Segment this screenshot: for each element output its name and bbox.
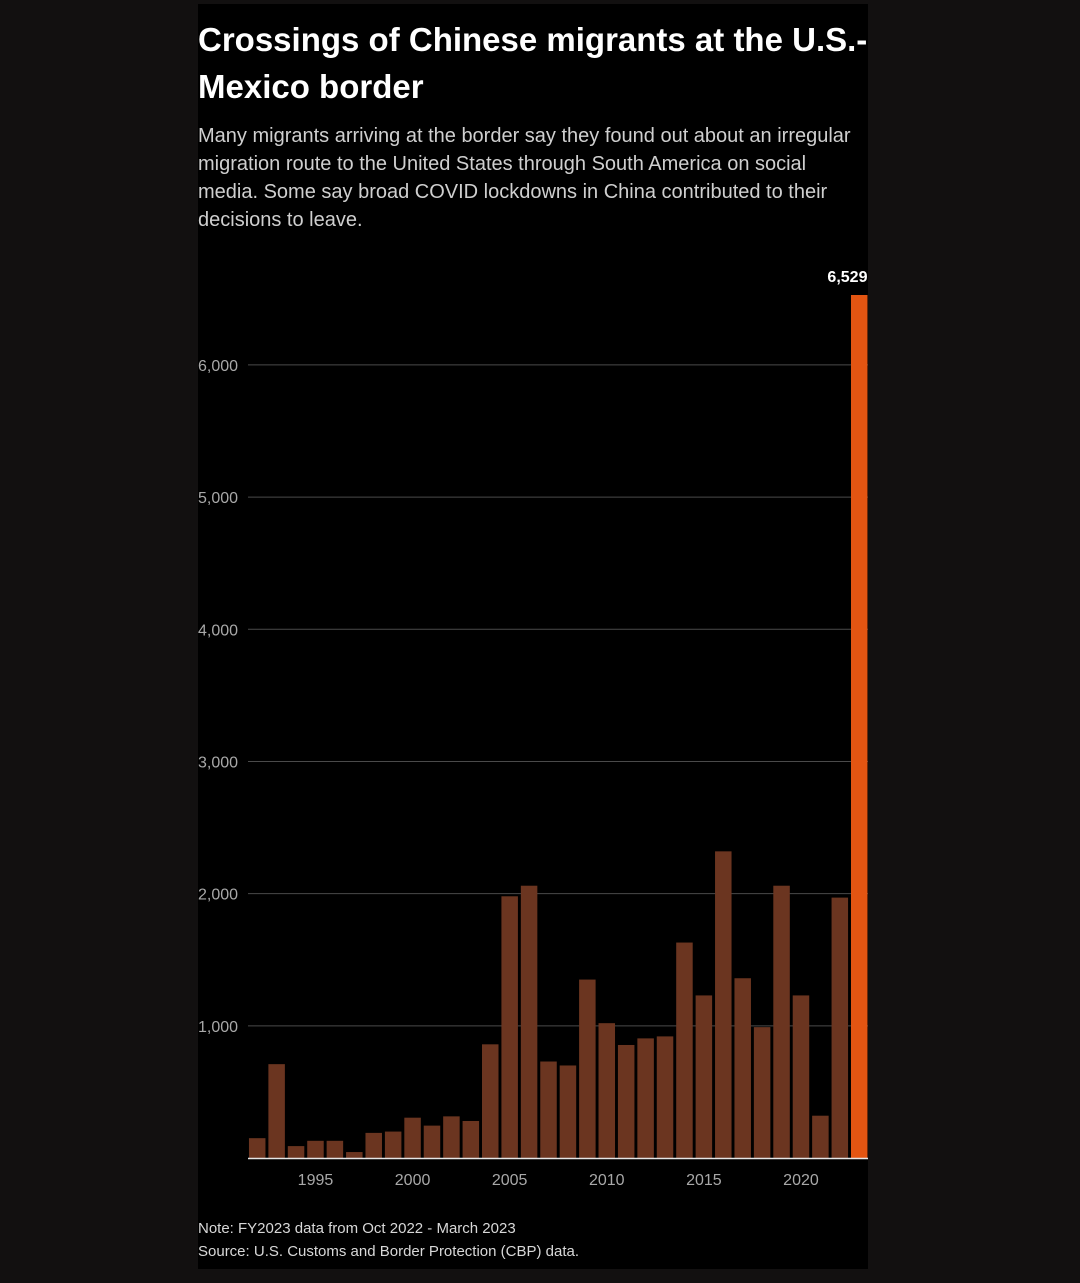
chart-subtitle: Many migrants arriving at the border say… <box>198 125 851 231</box>
chart-source: Source: U.S. Customs and Border Protecti… <box>198 1243 579 1260</box>
chart-note: Note: FY2023 data from Oct 2022 - March … <box>198 1220 516 1237</box>
chart-title: Crossings of Chinese migrants at the U.S… <box>198 21 868 105</box>
